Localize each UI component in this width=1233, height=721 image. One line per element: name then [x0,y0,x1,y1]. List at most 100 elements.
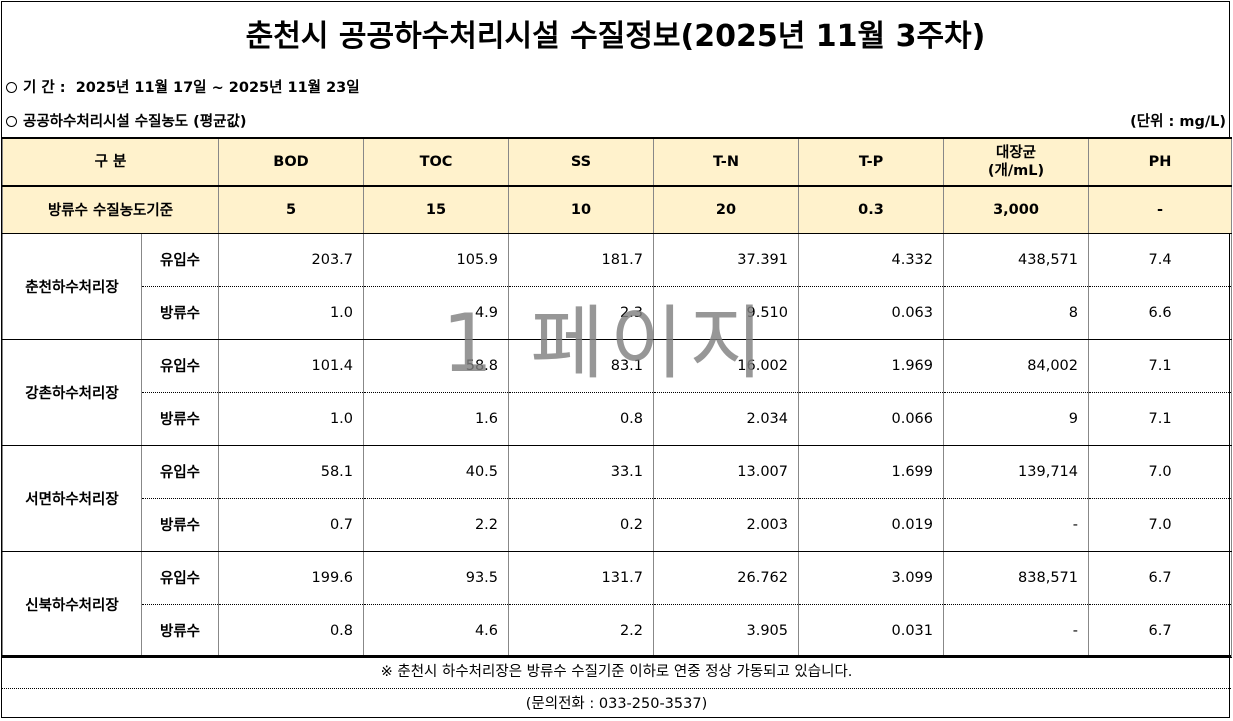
table-row: 강촌하수처리장 유입수 101.4 58.8 83.1 16.002 1.969… [2,339,1233,446]
table-cell: 2.003 [653,498,800,552]
table-row: 신북하수처리장 유입수 199.6 93.5 131.7 26.762 3.09… [2,551,1233,658]
section-label: 공공하수처리시설 수질농도 (평균값) [23,114,247,130]
standard-value: 10 [508,186,655,234]
table-cell: 6.7 [1088,604,1233,658]
table-cell: - [943,498,1090,552]
section-line: 공공하수처리시설 수질농도 (평균값) [6,109,246,135]
table-cell: 1.699 [798,445,945,499]
header-toc: TOC [363,137,510,187]
table-cell: 7.1 [1088,339,1233,393]
table-cell: 4.6 [363,604,510,658]
table-cell: 7.1 [1088,392,1233,446]
table-cell: 7.0 [1088,445,1233,499]
table-row: 방류수 1.0 1.6 0.8 2.034 0.066 9 7.1 [3,392,1233,446]
plant-name: 강촌하수처리장 [2,339,142,446]
standard-value: 0.3 [798,186,945,234]
circle-bullet-icon [6,116,17,127]
table-row: 춘천하수처리장 유입수 203.7 105.9 181.7 37.391 4.3… [2,233,1233,340]
plant-name: 춘천하수처리장 [2,233,142,340]
table-cell: 139,714 [943,445,1090,499]
table-cell: 4.332 [798,233,945,287]
water-type: 방류수 [140,286,220,340]
table-cell: 16.002 [653,339,800,393]
table-cell: 0.019 [798,498,945,552]
period-label: 기 간 : [23,80,66,96]
water-type: 유입수 [140,233,220,287]
table-cell: 9 [943,392,1090,446]
table-cell: 1.0 [218,286,365,340]
standard-value: 3,000 [943,186,1090,234]
operation-note: ※ 춘천시 하수처리장은 방류수 수질기준 이하로 연중 정상 가동되고 있습니… [2,657,1231,689]
table-cell: 93.5 [363,551,510,605]
water-quality-table: 구 분 BOD TOC SS T-N T-P 대장균 (개/mL) PH 방류수 … [1,137,1233,658]
table-cell: 2.2 [363,498,510,552]
table-row: 서면하수처리장 유입수 58.1 40.5 33.1 13.007 1.699 … [2,445,1233,552]
header-bod: BOD [218,137,365,187]
table-cell: 58.1 [218,445,365,499]
table-cell: 7.4 [1088,233,1233,287]
page-title: 춘천시 공공하수처리시설 수질정보(2025년 11월 3주차) [245,19,986,54]
header-ph: PH [1088,137,1233,187]
header-ss: SS [508,137,655,187]
table-row: 방류수 0.7 2.2 0.2 2.003 0.019 - 7.0 [3,498,1233,552]
table-cell: 40.5 [363,445,510,499]
water-type: 방류수 [140,498,220,552]
table-cell: 58.8 [363,339,510,393]
footer-notes: ※ 춘천시 하수처리장은 방류수 수질기준 이하로 연중 정상 가동되고 있습니… [2,655,1231,720]
table-cell: 0.8 [218,604,365,658]
table-cell: - [943,604,1090,658]
water-type: 방류수 [140,604,220,658]
table-cell: 2.3 [508,286,655,340]
table-row: 방류수 0.8 4.6 2.2 3.905 0.031 - 6.7 [3,604,1233,658]
table-cell: 0.063 [798,286,945,340]
table-cell: 838,571 [943,551,1090,605]
table-cell: 199.6 [218,551,365,605]
plant-name: 서면하수처리장 [2,445,142,552]
table-cell: 3.099 [798,551,945,605]
standard-value: 20 [653,186,800,234]
table-cell: 84,002 [943,339,1090,393]
standard-value: 5 [218,186,365,234]
table-cell: 203.7 [218,233,365,287]
period-value: 2025년 11월 17일 ~ 2025년 11월 23일 [75,80,360,96]
standard-value: - [1088,186,1233,234]
header-coliform-line1: 대장균 [996,145,1037,161]
table-cell: 9.510 [653,286,800,340]
header-tn: T-N [653,137,800,187]
table-row: 방류수 1.0 4.9 2.3 9.510 0.063 8 6.6 [3,286,1233,340]
table-cell: 1.0 [218,392,365,446]
table-cell: 1.969 [798,339,945,393]
table-cell: 438,571 [943,233,1090,287]
table-cell: 0.2 [508,498,655,552]
table-cell: 6.7 [1088,551,1233,605]
table-cell: 0.066 [798,392,945,446]
table-cell: 33.1 [508,445,655,499]
table-cell: 0.8 [508,392,655,446]
table-cell: 1.6 [363,392,510,446]
table-cell: 2.2 [508,604,655,658]
table-cell: 7.0 [1088,498,1233,552]
unit-label: (단위 : mg/L) [1130,114,1226,130]
period-line: 기 간 : 2025년 11월 17일 ~ 2025년 11월 23일 [6,74,360,102]
table-cell: 181.7 [508,233,655,287]
water-type: 유입수 [140,551,220,605]
table-cell: 6.6 [1088,286,1233,340]
header-coliform: 대장균 (개/mL) [943,137,1090,187]
table-cell: 83.1 [508,339,655,393]
standard-value: 15 [363,186,510,234]
standard-row: 방류수 수질농도기준 5 15 10 20 0.3 3,000 - [1,186,1233,234]
table-cell: 13.007 [653,445,800,499]
table-cell: 105.9 [363,233,510,287]
plant-name: 신북하수처리장 [2,551,142,658]
standard-label: 방류수 수질농도기준 [1,186,220,234]
table-cell: 131.7 [508,551,655,605]
water-type: 유입수 [140,339,220,393]
table-cell: 0.7 [218,498,365,552]
water-type: 유입수 [140,445,220,499]
water-type: 방류수 [140,392,220,446]
header-coliform-line2: (개/mL) [987,163,1045,179]
table-cell: 4.9 [363,286,510,340]
table-cell: 8 [943,286,1090,340]
table-cell: 3.905 [653,604,800,658]
